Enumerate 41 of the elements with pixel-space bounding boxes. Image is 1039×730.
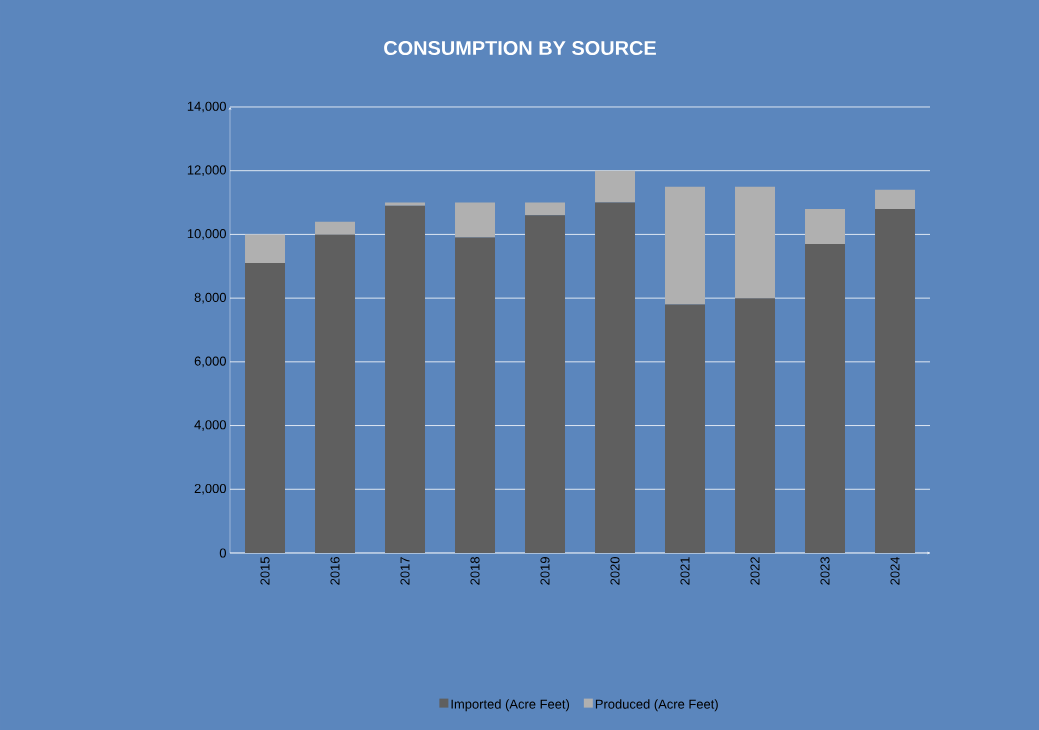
y-tick-label: 10,000	[187, 229, 226, 240]
bar	[875, 208, 916, 553]
bar	[245, 234, 286, 264]
bar	[385, 202, 426, 206]
legend-label: Produced (Acre Feet)	[595, 699, 718, 712]
y-tick-label: 8,000	[194, 292, 226, 304]
y-tick-label: 4,000	[194, 420, 226, 431]
bar	[665, 186, 706, 305]
bar	[595, 202, 636, 553]
bar	[525, 215, 566, 553]
bar	[875, 189, 916, 209]
bar	[315, 221, 356, 235]
bar	[805, 243, 846, 553]
bar	[665, 304, 706, 553]
bar	[315, 234, 356, 553]
y-tick-label: 12,000	[187, 165, 226, 177]
bar	[735, 186, 776, 299]
bar	[455, 202, 496, 238]
legend-label: Imported (Acre Feet)	[451, 699, 570, 712]
y-tick-label: 14,000	[187, 101, 226, 113]
x-tick-label: 2020	[610, 557, 620, 585]
bar	[805, 208, 846, 244]
bar	[385, 205, 426, 553]
bar	[455, 237, 496, 553]
bar	[735, 298, 776, 553]
x-tick-label: 2021	[680, 557, 690, 585]
y-tick-label: 0	[219, 548, 226, 558]
x-tick-label: 2017	[400, 557, 410, 585]
x-tick-label: 2016	[330, 557, 340, 585]
x-tick-label: 2015	[260, 557, 270, 585]
x-tick-label: 2018	[470, 557, 480, 585]
x-tick-label: 2019	[540, 557, 550, 585]
y-tick-label: 2,000	[194, 483, 226, 495]
bar	[245, 263, 286, 553]
bar	[525, 202, 566, 216]
bar	[595, 170, 636, 203]
x-tick-label: 2023	[820, 557, 830, 585]
y-tick-label: 6,000	[194, 356, 226, 368]
x-tick-label: 2022	[750, 557, 760, 585]
x-tick-label: 2024	[890, 556, 900, 585]
chart-title: CONSUMPTION BY SOURCE	[384, 40, 656, 56]
